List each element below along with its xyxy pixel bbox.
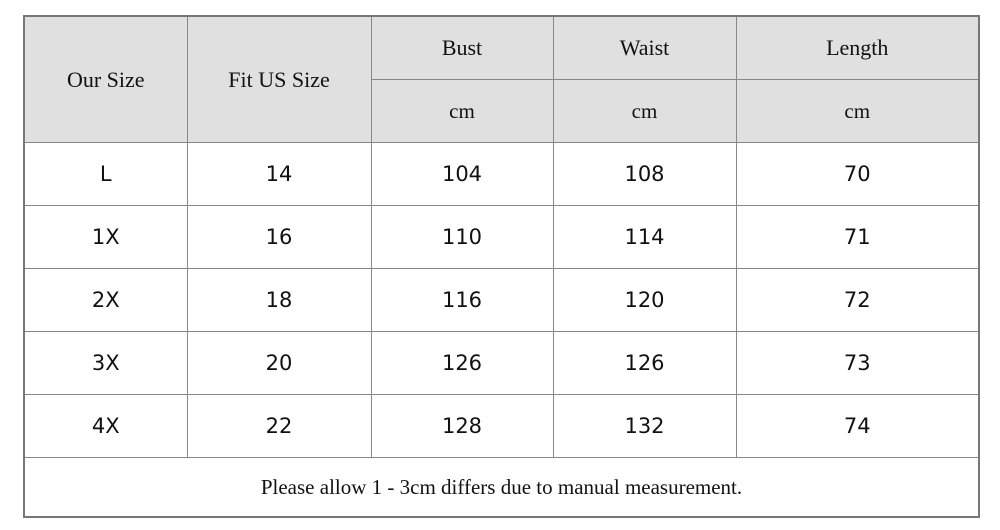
unit: cm [552,79,737,143]
unit-row: cm cm cm [24,79,980,143]
cell: 116 [370,268,554,332]
cell: 22 [186,394,372,458]
header-row: Our Size Fit US Size Bust Waist Length [23,15,980,143]
cell: 72 [735,268,980,332]
cell: 110 [370,205,554,269]
column-header: Length [735,15,980,80]
note-row: Please allow 1 - 3cm differs due to manu… [23,457,980,518]
cell: 2X [23,268,188,332]
unit: cm [735,79,980,143]
cell: 126 [370,331,554,395]
size-row: 2X 18 116 120 72 [23,268,980,332]
cell: 1X [23,205,188,269]
cell: 128 [370,394,554,458]
cell: 16 [186,205,372,269]
cell: 4X [23,394,188,458]
cell: 71 [735,205,980,269]
column-header: Fit US Size [186,15,372,143]
unit: cm [370,79,554,143]
table-body: L 14 104 108 70 1X 16 110 114 71 2X 18 116 120 72 3X 20 1… [23,142,980,458]
size-row: 4X 22 128 132 74 [23,394,980,458]
cell: 3X [23,331,188,395]
size-row: 1X 16 110 114 71 [23,205,980,269]
column-header: Waist [552,15,737,80]
column-header: Our Size [23,15,188,143]
cell: 20 [186,331,372,395]
cell: L [23,142,188,206]
cell: 73 [735,331,980,395]
size-table: Our Size Fit US Size Bust Waist Length c… [23,15,980,518]
cell: 18 [186,268,372,332]
cell: 120 [552,268,737,332]
cell: 108 [552,142,737,206]
column-header: Bust [370,15,554,80]
cell: 104 [370,142,554,206]
cell: 126 [552,331,737,395]
cell: 132 [552,394,737,458]
cell: 114 [552,205,737,269]
size-row: L 14 104 108 70 [23,142,980,206]
cell: 74 [735,394,980,458]
cell: 70 [735,142,980,206]
note: Please allow 1 - 3cm differs due to manu… [23,457,980,518]
cell: 14 [186,142,372,206]
size-row: 3X 20 126 126 73 [23,331,980,395]
